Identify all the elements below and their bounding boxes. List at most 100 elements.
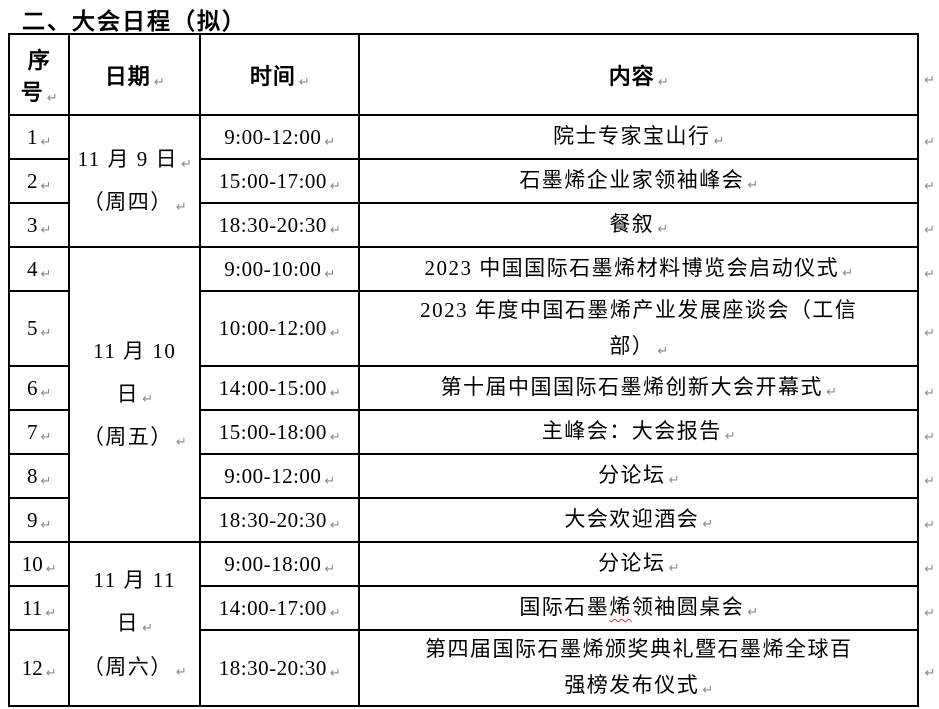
date-line-text: （周五） (82, 425, 173, 450)
time-text: 9:00-10:00 (224, 256, 322, 281)
header-time: 时间 ↵ (199, 33, 361, 116)
header-no: 序号 ↵ (7, 33, 71, 116)
row-end-marker: ↵ (918, 115, 938, 159)
paragraph-mark-icon: ↵ (329, 665, 341, 681)
time-cell: 15:00-17:00 ↵ (199, 158, 361, 204)
header-time-text: 时间 (249, 63, 296, 89)
header-content: 内容 ↵ (358, 33, 920, 116)
time-cell: 18:30-20:30 ↵ (199, 629, 361, 707)
content-line: 强榜发布仪式 ↵ (362, 668, 915, 704)
paragraph-mark-icon: ↵ (924, 326, 935, 341)
header-date: 日期 ↵ (68, 33, 202, 116)
date-cell: 11 月 10 日 ↵ （周五） ↵ (68, 246, 202, 543)
paragraph-mark-icon: ↵ (842, 266, 854, 282)
row-end-marker: ↵ (918, 291, 938, 366)
paragraph-mark-icon: ↵ (324, 266, 336, 282)
row-number-text: 2 (27, 168, 38, 193)
content-cell: 2023 年度中国石墨烯产业发展座谈会（工信 部） ↵ (358, 290, 920, 367)
row-end-marker: ↵ (918, 410, 938, 454)
content-text: 主峰会：大会报告 (541, 419, 722, 444)
paragraph-mark-icon: ↵ (40, 429, 52, 445)
paragraph-mark-icon: ↵ (40, 134, 52, 150)
content-cell: 石墨烯企业家领袖峰会 ↵ (358, 158, 920, 204)
content-line: 餐叙 ↵ (362, 207, 915, 243)
table-row: 3 ↵ 18:30-20:30 ↵ 餐叙 ↵ ↵ (7, 202, 938, 248)
row-end-marker: ↵ (918, 247, 938, 291)
content-text: 大会欢迎酒会 (564, 507, 700, 532)
row-end-marker: ↵ (918, 34, 938, 115)
content-line: 大会欢迎酒会 ↵ (362, 502, 915, 538)
content-text: 餐叙 (609, 212, 655, 237)
row-number-cell: 4 ↵ (7, 246, 71, 292)
paragraph-mark-icon: ↵ (724, 429, 736, 445)
row-number-cell: 6 ↵ (7, 365, 71, 411)
row-end-marker: ↵ (918, 159, 938, 203)
paragraph-mark-icon: ↵ (329, 385, 341, 401)
paragraph-mark-icon: ↵ (175, 200, 187, 215)
content-cell: 分论坛 ↵ (358, 541, 920, 587)
content-cell: 分论坛 ↵ (358, 453, 920, 499)
table-row: 5 ↵ 10:00-12:00 ↵ 2023 年度中国石墨烯产业发展座谈会（工信 部） ↵ ↵ (7, 290, 938, 367)
date-line-text: 11 月 11 (93, 568, 176, 593)
table-row: 6 ↵ 14:00-15:00 ↵ 第十届中国国际石墨烯创新大会开幕式 ↵ ↵ (7, 365, 938, 411)
time-cell: 18:30-20:30 ↵ (199, 497, 361, 543)
content-text: 石墨烯企业家领袖峰会 (519, 168, 745, 193)
paragraph-mark-icon: ↵ (324, 473, 336, 489)
date-line-text: 日 (116, 381, 140, 406)
date-line: 11 月 11 (72, 559, 197, 602)
date-line: 11 月 10 (72, 330, 197, 373)
paragraph-mark-icon: ↵ (924, 385, 935, 401)
content-text: 院士专家宝山行 (553, 124, 711, 149)
paragraph-mark-icon: ↵ (924, 72, 935, 88)
paragraph-mark-icon: ↵ (329, 605, 341, 621)
paragraph-mark-icon: ↵ (142, 621, 153, 637)
row-number-cell: 1 ↵ (7, 114, 71, 160)
paragraph-mark-icon: ↵ (40, 385, 52, 401)
time-cell: 9:00-12:00 ↵ (199, 453, 361, 499)
content-line: 石墨烯企业家领袖峰会 ↵ (362, 163, 915, 199)
table-row: 7 ↵ 15:00-18:00 ↵ 主峰会：大会报告 ↵ ↵ (7, 409, 938, 455)
content-line: 第四届国际石墨烯颁奖典礼暨石墨烯全球百 (362, 632, 915, 668)
header-no-line: 号 ↵ (12, 75, 66, 107)
content-line: 分论坛 ↵ (362, 546, 915, 582)
paragraph-mark-icon: ↵ (45, 561, 57, 577)
row-number-cell: 3 ↵ (7, 202, 71, 248)
table-row: 1 ↵ 11 月 9 日 ↵ （周四） ↵ 9:00-12:00 ↵ 院士专家宝山行 ↵ ↵ (7, 114, 938, 248)
content-text: 2023 年度中国石墨烯产业发展座谈会（工信 (420, 297, 858, 322)
content-text: 第十届中国国际石墨烯创新大会开幕式 (440, 375, 824, 400)
row-number-cell: 11 ↵ (7, 585, 71, 631)
paragraph-mark-icon: ↵ (668, 473, 680, 489)
content-text: 部） (609, 333, 655, 358)
time-cell: 10:00-12:00 ↵ (199, 290, 361, 367)
time-text: 14:00-17:00 (218, 595, 327, 620)
row-number-text: 12 (21, 655, 43, 680)
time-cell: 14:00-17:00 ↵ (199, 585, 361, 631)
row-number-text: 1 (27, 124, 38, 149)
table-row: 12 ↵ 18:30-20:30 ↵ 第四届国际石墨烯颁奖典礼暨石墨烯全球百 强榜发布仪式… (7, 629, 938, 707)
paragraph-mark-icon: ↵ (142, 391, 153, 407)
paragraph-mark-icon: ↵ (45, 665, 57, 681)
row-number-cell: 9 ↵ (7, 497, 71, 543)
paragraph-mark-icon: ↵ (657, 74, 669, 90)
row-end-marker: ↵ (918, 203, 938, 247)
content-text: 第四届国际石墨烯颁奖典礼暨石墨烯全球百 (425, 637, 853, 662)
table-row: 4 ↵ 11 月 10 日 ↵ （周五） ↵ 9:00-10:00 ↵ 2023 中国国际石墨烯材… (7, 246, 938, 543)
paragraph-mark-icon: ↵ (181, 156, 192, 172)
row-number-text: 7 (27, 419, 38, 444)
paragraph-mark-icon: ↵ (329, 429, 341, 445)
date-line-text: 11 月 9 日 (77, 146, 179, 171)
row-number-cell: 7 ↵ (7, 409, 71, 455)
paragraph-mark-icon: ↵ (924, 222, 935, 238)
row-number-cell: 8 ↵ (7, 453, 71, 499)
date-line-text: 11 月 10 (93, 338, 177, 363)
content-text: 分论坛 (598, 463, 666, 488)
row-number-cell: 5 ↵ (7, 290, 71, 367)
date-line: （周六） ↵ (72, 646, 197, 689)
row-end-marker: ↵ (918, 366, 938, 410)
time-cell: 9:00-12:00 ↵ (199, 114, 361, 160)
table-row: 2 ↵ 15:00-17:00 ↵ 石墨烯企业家领袖峰会 ↵ ↵ (7, 158, 938, 204)
table-row: 11 ↵ 14:00-17:00 ↵ 国际石墨烯领袖圆桌会 ↵ ↵ (7, 585, 938, 631)
paragraph-mark-icon: ↵ (153, 74, 165, 90)
date-cell: 11 月 9 日 ↵ （周四） ↵ (68, 114, 202, 248)
paragraph-mark-icon: ↵ (713, 134, 725, 150)
